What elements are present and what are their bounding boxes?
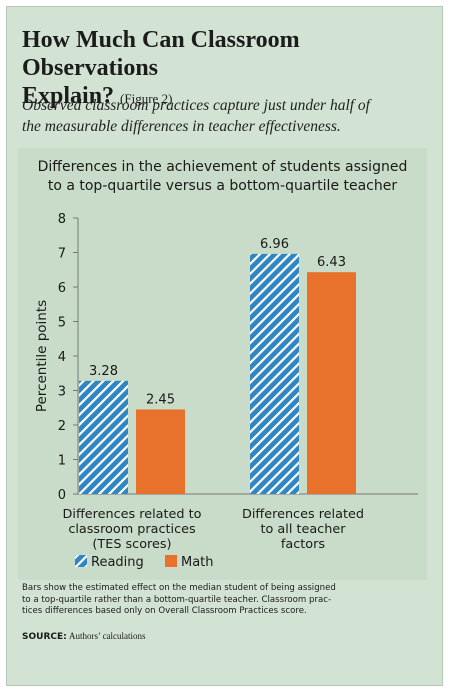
category-label: (TES scores) [92, 537, 171, 552]
chart-note: Bars show the estimated effect on the me… [22, 583, 427, 618]
figure-title: How Much Can Classroom Observations Expl… [22, 26, 422, 113]
y-tick-label: 4 [58, 350, 66, 365]
category-label: classroom practices [68, 522, 196, 537]
legend-swatch-math [165, 555, 177, 567]
y-tick-label: 1 [58, 454, 66, 469]
y-tick-label: 8 [58, 212, 66, 227]
source-label: SOURCE: [22, 632, 67, 642]
chart-area: Differences in the achievement of studen… [18, 148, 427, 580]
category-label: Differences related to [63, 507, 202, 522]
bar-math [307, 272, 356, 494]
bar-chart: 0 1 2 3 4 5 6 7 8 Percentile points 3.28 2.45 Differ… [34, 212, 418, 570]
bar-reading [79, 380, 128, 494]
chart-title: Differences in the achievement of studen… [18, 158, 427, 196]
y-tick-label: 6 [58, 281, 66, 296]
title-line-1: How Much Can Classroom Observations [22, 27, 300, 81]
data-label: 3.28 [89, 364, 118, 379]
legend-swatch-reading [75, 555, 87, 567]
legend-label-math: Math [181, 555, 214, 570]
note-line-3: tices differences based only on Overall … [22, 606, 307, 616]
figure-subtitle: Observed classroom practices capture jus… [22, 95, 432, 137]
category-label: Differences related [242, 507, 364, 522]
legend-label-reading: Reading [91, 555, 144, 570]
note-line-2: to a top-quartile rather than a bottom-q… [22, 594, 332, 605]
bar-reading [250, 253, 299, 494]
y-tick-label: 7 [58, 247, 66, 262]
y-tick-label: 2 [58, 419, 66, 434]
category-label: to all teacher [261, 522, 347, 537]
chart-title-line-2: to a top-quartile versus a bottom-quarti… [47, 178, 398, 194]
y-axis-label: Percentile points [34, 300, 50, 412]
source-text: Authors’ calculations [68, 631, 146, 641]
chart-title-line-1: Differences in the achievement of studen… [37, 159, 408, 175]
data-label: 6.96 [260, 237, 289, 252]
bar-math [136, 409, 185, 494]
category-label: factors [281, 537, 325, 552]
source-line: SOURCE: Authors’ calculations [22, 631, 427, 642]
y-tick-label: 5 [58, 316, 66, 331]
figure-number: (Figure 2) [120, 91, 173, 106]
data-label: 2.45 [146, 392, 175, 407]
note-line-1: Bars show the estimated effect on the me… [22, 583, 336, 593]
y-tick-label: 0 [58, 488, 66, 503]
title-line-2: Explain? [22, 83, 115, 109]
data-label: 6.43 [317, 255, 346, 270]
y-tick-label: 3 [58, 385, 66, 400]
subtitle-line-2: the measurable differences in teacher ef… [22, 118, 341, 135]
subtitle-line-1: Observed classroom practices capture jus… [22, 97, 370, 114]
